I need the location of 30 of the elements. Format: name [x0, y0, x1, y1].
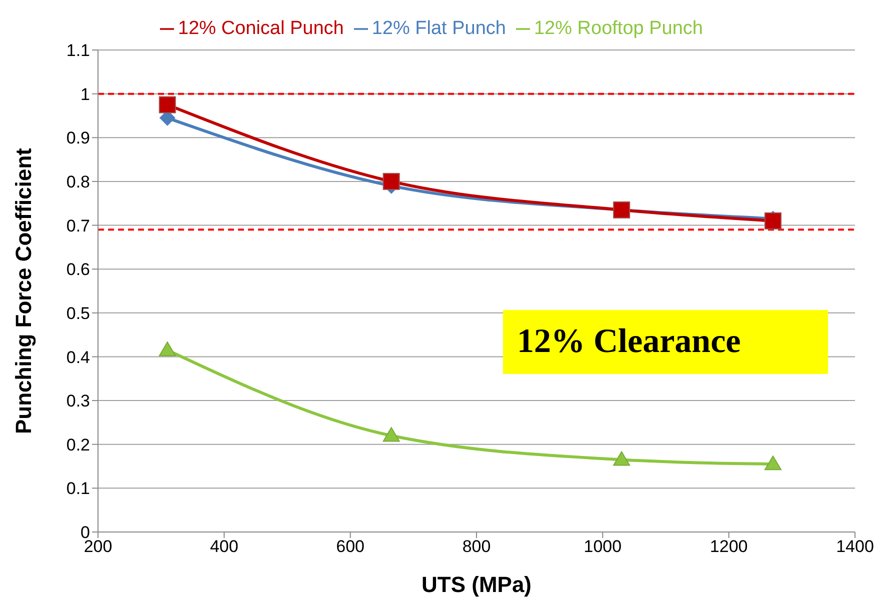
- y-tick-label: 0.1: [66, 479, 90, 498]
- x-tick-label: 1000: [584, 537, 622, 556]
- y-tick-label: 0.3: [66, 392, 90, 411]
- y-tick-label: 1: [80, 84, 90, 104]
- y-axis-title: Punching Force Coefficient: [10, 147, 36, 434]
- y-tick-label: 0.6: [66, 260, 90, 280]
- legend-label: 12% Flat Punch: [372, 18, 506, 39]
- point: [158, 342, 176, 356]
- y-tick-label: 0.9: [66, 128, 90, 148]
- point: [613, 451, 630, 466]
- x-axis-title: UTS (MPa): [422, 572, 532, 597]
- annotation: 12% Clearance: [503, 310, 828, 374]
- x-tick-label: 400: [210, 537, 238, 556]
- point: [764, 212, 782, 230]
- x-tick-label: 800: [462, 537, 491, 556]
- x-tick-label: 600: [336, 537, 365, 556]
- y-tick-label: 0.4: [66, 348, 90, 367]
- x-tick-label: 1200: [710, 537, 748, 556]
- point: [382, 427, 400, 442]
- point: [158, 96, 176, 114]
- y-tick-label: 0.5: [66, 304, 90, 323]
- point: [764, 456, 782, 470]
- x-tick-label: 1400: [836, 537, 874, 556]
- legend-label: 12% Conical Punch: [178, 18, 344, 39]
- y-tick-label: 1.1: [66, 41, 90, 60]
- x-tick-label: 200: [84, 537, 112, 556]
- y-tick-label: 0.7: [66, 216, 90, 236]
- legend-label: 12% Rooftop Punch: [534, 18, 703, 39]
- y-tick-label: 0.8: [66, 172, 90, 192]
- y-tick-label: 0.2: [66, 435, 90, 454]
